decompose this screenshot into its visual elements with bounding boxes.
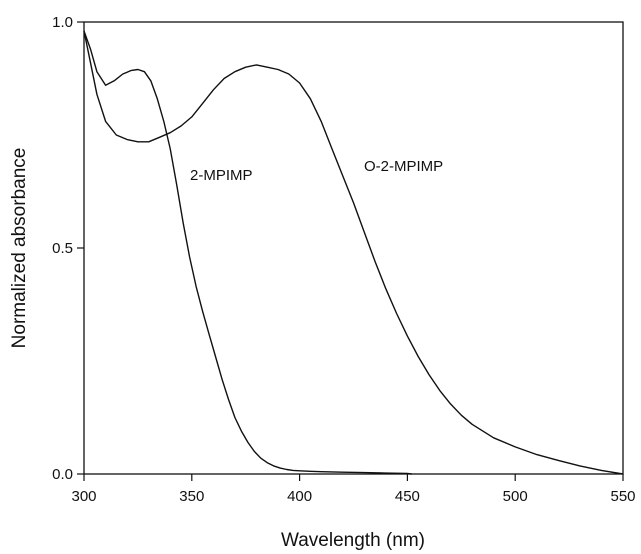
series-lines — [83, 30, 624, 475]
axis-ticks — [77, 21, 624, 481]
series-line-2-mpimp — [83, 30, 412, 475]
x-tick-label: 450 — [395, 488, 420, 505]
x-tick-label: 350 — [179, 488, 204, 505]
tick-labels: 300 350 400 450 500 550 0.0 0.5 1.0 — [52, 14, 635, 505]
series-line-o-2-mpimp — [83, 30, 624, 475]
x-tick-label: 300 — [71, 488, 96, 505]
series-label-2-mpimp: 2-MPIMP — [190, 167, 253, 184]
x-tick-label: 400 — [287, 488, 312, 505]
x-tick-label: 550 — [610, 488, 635, 505]
y-tick-label: 0.5 — [52, 240, 73, 257]
series-label-o-2-mpimp: O-2-MPIMP — [364, 158, 443, 175]
y-tick-label: 1.0 — [52, 14, 73, 31]
plot-frame — [83, 21, 624, 475]
y-tick-label: 0.0 — [52, 466, 73, 483]
x-tick-label: 500 — [503, 488, 528, 505]
y-axis-label: Normalized absorbance — [9, 148, 30, 349]
x-axis-label: Wavelength (nm) — [281, 530, 425, 551]
